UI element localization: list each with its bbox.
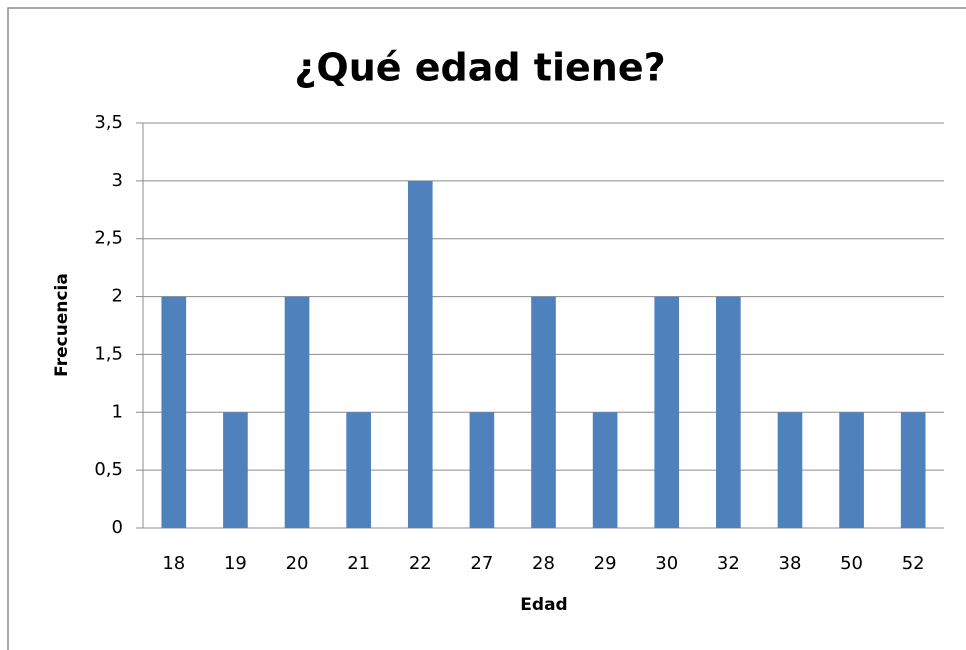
y-tick-label: 0,5 [94, 459, 123, 480]
bar [592, 412, 618, 528]
x-tick-label: 20 [286, 553, 309, 574]
bar [716, 296, 741, 528]
x-tick-label: 30 [655, 553, 678, 574]
y-tick-label: 2 [112, 286, 123, 307]
x-tick-label: 50 [840, 553, 863, 574]
x-tick-label: 38 [779, 553, 802, 574]
y-tick-label: 3,5 [94, 112, 123, 133]
chart-title: ¿Qué edad tiene? [294, 46, 665, 90]
y-tick-label: 3 [112, 170, 123, 191]
x-axis-label: Edad [520, 595, 567, 615]
x-tick-label: 22 [409, 553, 432, 574]
x-tick-label: 29 [594, 553, 617, 574]
y-axis-label: Frecuencia [52, 273, 72, 377]
x-tick-label: 52 [902, 553, 925, 574]
x-tick-label: 21 [347, 553, 370, 574]
y-tick-label: 1,5 [94, 343, 123, 364]
bar [346, 412, 371, 528]
bar [407, 180, 433, 528]
x-tick-label: 19 [224, 553, 247, 574]
y-tick-label: 0 [112, 517, 123, 538]
bar [839, 412, 864, 528]
bar [777, 412, 803, 528]
bar [900, 412, 926, 528]
y-tick-label: 2,5 [94, 228, 123, 249]
bar [654, 296, 680, 528]
x-tick-label: 32 [717, 553, 740, 574]
x-tick-label: 18 [162, 553, 185, 574]
x-tick-label: 27 [470, 553, 493, 574]
bar [161, 296, 187, 528]
bar [469, 412, 495, 528]
bar [531, 296, 556, 528]
bar [223, 412, 248, 528]
y-tick-label: 1 [112, 401, 123, 422]
bar [284, 296, 310, 528]
x-tick-label: 28 [532, 553, 555, 574]
